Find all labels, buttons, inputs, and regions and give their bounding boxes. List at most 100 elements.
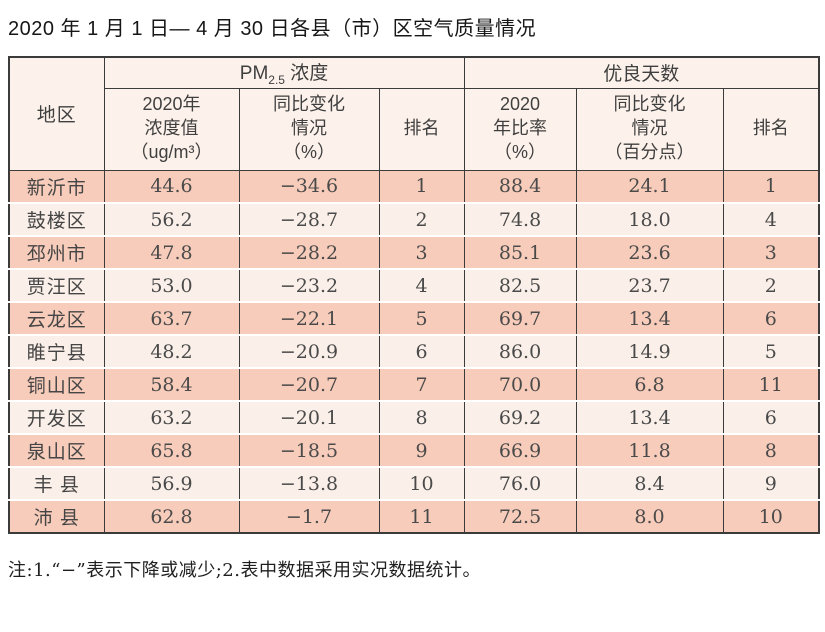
good-ratio-cell: 88.4 [463, 170, 577, 203]
pm-rank-cell: 5 [378, 301, 465, 335]
pm-change-cell: −1.7 [238, 499, 380, 533]
good-rank-cell: 11 [722, 367, 820, 401]
pm-rank-cell: 7 [378, 367, 465, 401]
pm-rank-cell: 6 [378, 334, 465, 368]
pm-value-cell: 53.0 [103, 268, 240, 302]
col-header-good-change: 同比变化 情况 （百分点） [575, 88, 724, 171]
pm25-prefix: PM [239, 63, 269, 85]
pm-value-cell: 62.8 [103, 499, 240, 533]
pm-change-cell: −20.1 [238, 400, 380, 434]
pm-value-cell: 56.9 [103, 466, 240, 500]
pm-value-cell: 63.7 [103, 301, 240, 335]
good-rank-cell: 10 [722, 499, 820, 533]
table-row: 贾汪区 53.0 −23.2 4 82.5 23.7 2 [8, 268, 820, 302]
pm-change-cell: −22.1 [238, 301, 380, 335]
good-ratio-cell: 69.2 [463, 400, 577, 434]
good-change-cell: 13.4 [575, 301, 724, 335]
col-group-good-days: 优良天数 [463, 57, 820, 89]
table-row: 云龙区 63.7 −22.1 5 69.7 13.4 6 [8, 301, 820, 335]
pm-value-cell: 44.6 [103, 170, 240, 203]
region-cell: 云龙区 [8, 301, 105, 335]
good-ratio-cell: 74.8 [463, 202, 577, 236]
pm-rank-cell: 11 [378, 499, 465, 533]
good-ratio-cell: 69.7 [463, 301, 577, 335]
good-rank-cell: 6 [722, 301, 820, 335]
good-ratio-cell: 86.0 [463, 334, 577, 368]
pm-rank-cell: 2 [378, 202, 465, 236]
region-cell: 邳州市 [8, 235, 105, 269]
pm-value-cell: 58.4 [103, 367, 240, 401]
good-rank-cell: 4 [722, 202, 820, 236]
region-cell: 丰 县 [8, 466, 105, 500]
table-row: 铜山区 58.4 −20.7 7 70.0 6.8 11 [8, 367, 820, 401]
table-row: 新沂市 44.6 −34.6 1 88.4 24.1 1 [8, 170, 820, 203]
table-row: 丰 县 56.9 −13.8 10 76.0 8.4 9 [8, 466, 820, 500]
footnote: 注:1.“−”表示下降或减少;2.表中数据采用实况数据统计。 [8, 560, 481, 581]
good-rank-cell: 1 [722, 170, 820, 203]
pm-value-cell: 65.8 [103, 433, 240, 467]
good-rank-cell: 6 [722, 400, 820, 434]
good-rank-cell: 8 [722, 433, 820, 467]
good-change-cell: 13.4 [575, 400, 724, 434]
region-cell: 鼓楼区 [8, 202, 105, 236]
col-header-pm-value: 2020年 浓度值 （ug/m³） [103, 88, 240, 171]
pm-change-cell: −20.7 [238, 367, 380, 401]
pm-change-cell: −13.8 [238, 466, 380, 500]
table-row: 泉山区 65.8 −18.5 9 66.9 11.8 8 [8, 433, 820, 467]
pm-rank-cell: 10 [378, 466, 465, 500]
good-ratio-cell: 66.9 [463, 433, 577, 467]
pm-value-cell: 47.8 [103, 235, 240, 269]
good-change-cell: 11.8 [575, 433, 724, 467]
region-cell: 开发区 [8, 400, 105, 434]
table-row: 沛 县 62.8 −1.7 11 72.5 8.0 10 [8, 499, 820, 533]
pm-rank-cell: 1 [378, 170, 465, 203]
region-cell: 睢宁县 [8, 334, 105, 368]
good-ratio-cell: 72.5 [463, 499, 577, 533]
good-rank-cell: 9 [722, 466, 820, 500]
good-change-cell: 14.9 [575, 334, 724, 368]
good-rank-cell: 3 [722, 235, 820, 269]
good-ratio-cell: 70.0 [463, 367, 577, 401]
header-group-row: 地区 PM2.5 浓度 优良天数 [8, 57, 820, 171]
pm-change-cell: −18.5 [238, 433, 380, 467]
pm-rank-cell: 9 [378, 433, 465, 467]
good-change-cell: 24.1 [575, 170, 724, 203]
col-header-region: 地区 [8, 57, 105, 171]
table-row: 开发区 63.2 −20.1 8 69.2 13.4 6 [8, 400, 820, 434]
pm25-subscript: 2.5 [268, 73, 285, 88]
col-header-pm-rank: 排名 [378, 88, 465, 171]
pm-change-cell: −23.2 [238, 268, 380, 302]
region-cell: 贾汪区 [8, 268, 105, 302]
good-change-cell: 23.7 [575, 268, 724, 302]
col-group-pm25: PM2.5 浓度 [103, 57, 465, 89]
good-rank-cell: 2 [722, 268, 820, 302]
region-cell: 泉山区 [8, 433, 105, 467]
good-change-cell: 8.0 [575, 499, 724, 533]
region-cell: 沛 县 [8, 499, 105, 533]
col-header-pm-change: 同比变化 情况 （%） [238, 88, 380, 171]
header-sub-row: 2020年 浓度值 （ug/m³） 同比变化 情况 （%） 排名 2020 年比… [9, 88, 820, 171]
table-row: 邳州市 47.8 −28.2 3 85.1 23.6 3 [8, 235, 820, 269]
good-ratio-cell: 82.5 [463, 268, 577, 302]
pm-rank-cell: 4 [378, 268, 465, 302]
pm-change-cell: −28.7 [238, 202, 380, 236]
good-ratio-cell: 76.0 [463, 466, 577, 500]
table-row: 鼓楼区 56.2 −28.7 2 74.8 18.0 4 [8, 202, 820, 236]
region-cell: 新沂市 [8, 170, 105, 203]
good-change-cell: 18.0 [575, 202, 724, 236]
good-rank-cell: 5 [722, 334, 820, 368]
table-row: 睢宁县 48.2 −20.9 6 86.0 14.9 5 [8, 334, 820, 368]
pm-value-cell: 56.2 [103, 202, 240, 236]
pm-change-cell: −28.2 [238, 235, 380, 269]
table-body: 新沂市 44.6 −34.6 1 88.4 24.1 1 鼓楼区 56.2 −2… [8, 170, 820, 533]
pm25-suffix: 浓度 [284, 63, 329, 85]
good-change-cell: 8.4 [575, 466, 724, 500]
col-header-good-rank: 排名 [722, 88, 820, 171]
good-ratio-cell: 85.1 [463, 235, 577, 269]
table-header: 地区 PM2.5 浓度 优良天数 2020年 浓度值 （ug/m³） 同比变化 … [8, 57, 820, 171]
pm-value-cell: 48.2 [103, 334, 240, 368]
good-change-cell: 6.8 [575, 367, 724, 401]
pm-rank-cell: 3 [378, 235, 465, 269]
pm-value-cell: 63.2 [103, 400, 240, 434]
region-cell: 铜山区 [8, 367, 105, 401]
